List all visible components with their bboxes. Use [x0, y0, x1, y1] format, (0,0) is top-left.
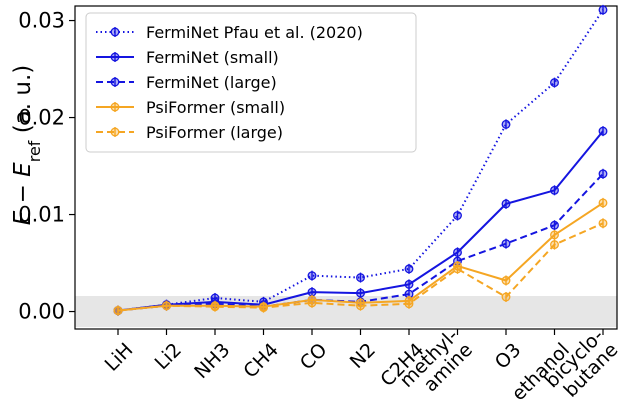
- x-tick-label: NH3: [190, 339, 234, 383]
- data-point: [550, 78, 559, 88]
- data-point: [550, 240, 559, 250]
- data-point: [404, 299, 414, 309]
- data-point: [598, 169, 608, 179]
- y-axis-label-e: E: [10, 210, 36, 225]
- x-tick-label-line: Li2: [151, 339, 186, 374]
- data-point: [404, 264, 414, 274]
- data-point: [259, 303, 268, 313]
- y-tick-label: 0.01: [18, 203, 65, 227]
- x-tick-label: CH4: [239, 339, 283, 383]
- x-tick-label: Li2: [151, 339, 186, 374]
- x-tick-label: LiH: [101, 339, 138, 376]
- legend-swatch-marker: [110, 102, 120, 112]
- data-point: [210, 302, 220, 312]
- y-axis-label-minus: −: [10, 177, 36, 211]
- data-point: [162, 301, 171, 311]
- legend: FermiNet Pfau et al. (2020) FermiNet (sma…: [85, 12, 417, 153]
- x-tick-label-line: O3: [491, 339, 526, 374]
- x-tick-label-line: N2: [346, 339, 380, 373]
- y-tick-label: 0.00: [18, 300, 65, 324]
- axes-frame: [74, 5, 618, 330]
- data-point: [501, 239, 511, 249]
- data-point: [550, 220, 559, 230]
- data-point: [356, 288, 365, 298]
- legend-label: PsiFormer (large): [146, 123, 283, 142]
- data-point: [356, 301, 365, 311]
- data-point: [550, 230, 559, 240]
- series: [113, 126, 608, 316]
- x-tick-label: N2: [346, 339, 380, 373]
- data-point: [550, 185, 559, 195]
- x-tick-label: bicyclo-butane: [541, 325, 623, 402]
- data-point: [356, 273, 365, 283]
- x-tick-label-line: NH3: [190, 339, 234, 383]
- data-point: [307, 287, 317, 297]
- data-point: [453, 211, 462, 220]
- y-axis-label-sub: ref: [25, 140, 44, 162]
- x-tick-label-line: LiH: [101, 339, 138, 376]
- data-point: [404, 279, 414, 289]
- legend-swatch-marker: [110, 77, 120, 87]
- data-point: [598, 218, 608, 228]
- y-axis-label: E − Eref (a. u.): [10, 65, 44, 226]
- x-tick-label-line: CH4: [239, 339, 283, 383]
- data-point: [501, 292, 511, 302]
- data-point: [598, 5, 608, 15]
- y-axis-label-unit: (a. u.): [10, 65, 36, 141]
- legend-label: FermiNet (small): [146, 48, 279, 67]
- data-point: [501, 119, 511, 129]
- data-point: [598, 126, 608, 136]
- legend-label: FermiNet (large): [146, 73, 277, 92]
- y-tick-label: 0.02: [18, 106, 65, 130]
- series-line: [117, 130, 604, 312]
- legend-swatch-marker: [110, 52, 120, 62]
- y-tick-label: 0.03: [18, 9, 65, 33]
- series-line: [117, 9, 604, 312]
- y-axis-label-e2: E: [10, 162, 36, 177]
- legend-box: [85, 12, 417, 153]
- x-tick-label: methyl-amine: [396, 325, 477, 397]
- data-point: [307, 271, 317, 281]
- data-point: [307, 298, 317, 308]
- legend-swatch-marker: [110, 127, 120, 137]
- data-point: [598, 198, 608, 208]
- x-tick-label-line: CO: [296, 339, 332, 375]
- data-point: [453, 247, 462, 257]
- reference-band: [75, 296, 617, 328]
- data-point: [453, 264, 462, 274]
- plot-area: [75, 296, 617, 328]
- data-point: [113, 306, 123, 316]
- series-layer: [113, 4, 608, 316]
- x-tick-label: O3: [491, 339, 526, 374]
- legend-swatch-marker: [110, 27, 120, 37]
- x-tick-label: CO: [296, 339, 332, 375]
- data-point: [501, 199, 511, 209]
- series: [113, 218, 608, 316]
- data-point: [501, 276, 511, 285]
- legend-label: PsiFormer (small): [146, 98, 285, 117]
- legend-label: FermiNet Pfau et al. (2020): [146, 23, 363, 42]
